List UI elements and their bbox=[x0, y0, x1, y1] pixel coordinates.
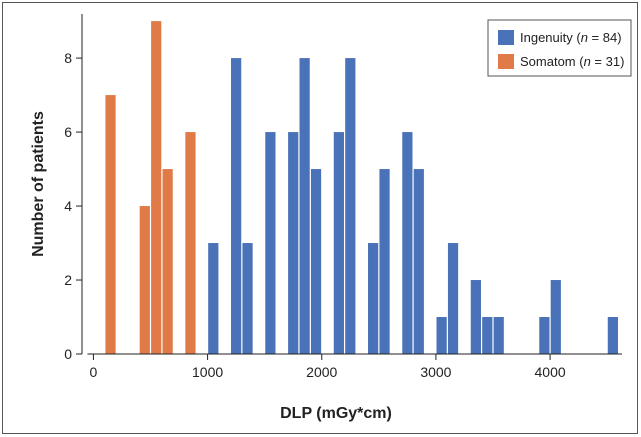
ingenuity-bar-2400 bbox=[368, 243, 379, 354]
x-ticks: 0 1000 2000 3000 4000 bbox=[90, 354, 566, 380]
x-tick-label-2000: 2000 bbox=[306, 364, 337, 380]
somatom-bar-500 bbox=[151, 21, 162, 355]
somatom-bar-400 bbox=[139, 206, 150, 354]
legend-swatch-ingenuity bbox=[498, 30, 514, 45]
y-tick-label-4: 4 bbox=[64, 198, 72, 214]
x-tick-label-0: 0 bbox=[90, 364, 98, 380]
ingenuity-bar-4000 bbox=[550, 280, 561, 354]
ingenuity-bar-1700 bbox=[288, 132, 299, 354]
ingenuity-bar-3300 bbox=[470, 280, 481, 354]
ingenuity-bar-3100 bbox=[447, 243, 459, 354]
ingenuity-bar-2200 bbox=[345, 58, 356, 354]
x-tick-label-1000: 1000 bbox=[192, 364, 223, 380]
ingenuity-bar-3000 bbox=[436, 317, 447, 354]
ingenuity-bar-1200 bbox=[231, 58, 242, 354]
x-axis-title: DLP (mGy*cm) bbox=[280, 405, 392, 422]
ingenuity-bar-3500 bbox=[493, 317, 504, 354]
x-tick-label-3000: 3000 bbox=[420, 364, 451, 380]
y-tick-label-6: 6 bbox=[64, 124, 72, 140]
ingenuity-bar-4500 bbox=[607, 317, 618, 354]
ingenuity-bar-1500 bbox=[265, 132, 276, 354]
bars-layer bbox=[105, 21, 618, 355]
ingenuity-bar-1000 bbox=[208, 243, 219, 354]
y-tick-label-2: 2 bbox=[64, 272, 72, 288]
somatom-bar-800 bbox=[185, 132, 196, 354]
ingenuity-bar-2100 bbox=[333, 132, 344, 354]
somatom-bar-600 bbox=[162, 169, 173, 354]
ingenuity-bar-1300 bbox=[242, 243, 253, 354]
ingenuity-bar-1800 bbox=[299, 58, 310, 354]
y-ticks: 0 2 4 6 8 bbox=[64, 50, 82, 362]
x-tick-label-4000: 4000 bbox=[535, 364, 566, 380]
y-tick-label-8: 8 bbox=[64, 50, 72, 66]
ingenuity-bar-2700 bbox=[402, 132, 413, 354]
axes-layer bbox=[81, 14, 622, 355]
ingenuity-bar-3900 bbox=[539, 317, 550, 354]
ingenuity-bar-2500 bbox=[379, 169, 390, 354]
ingenuity-bar-3400 bbox=[482, 317, 493, 354]
somatom-bar-100 bbox=[105, 95, 116, 355]
ingenuity-bar-1900 bbox=[310, 169, 322, 354]
legend-swatch-somatom bbox=[498, 54, 514, 69]
legend-label-ingenuity: Ingenuity (n = 84) bbox=[520, 30, 622, 45]
y-axis-title: Number of patients bbox=[30, 111, 47, 257]
ingenuity-bar-2800 bbox=[413, 169, 424, 354]
y-tick-label-0: 0 bbox=[64, 346, 72, 362]
legend-label-somatom: Somatom (n = 31) bbox=[520, 54, 624, 69]
legend: Ingenuity (n = 84) Somatom (n = 31) bbox=[487, 19, 632, 77]
